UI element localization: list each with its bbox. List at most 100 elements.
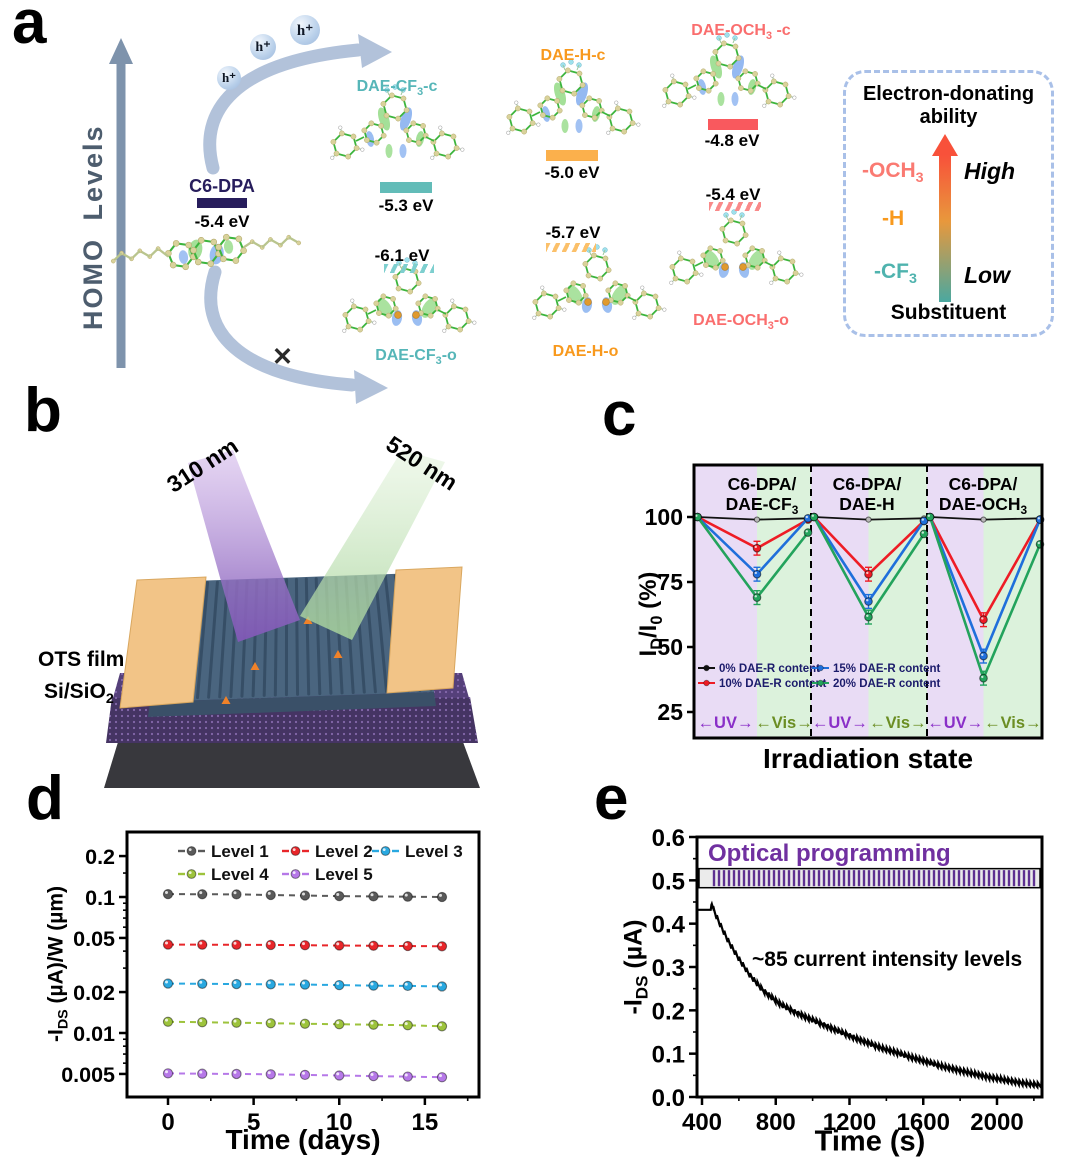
chart-d-xlabel: Time (days): [225, 1124, 381, 1155]
panel-b-label: b: [24, 376, 62, 445]
energy-hatch-dae-h-o: [546, 243, 596, 252]
svg-text:C6-DPA/: C6-DPA/: [728, 474, 797, 494]
svg-text:50: 50: [657, 634, 683, 660]
svg-text:←Vis→: ←Vis→: [869, 714, 926, 732]
svg-text:DAE-CF3​: DAE-CF3​: [726, 494, 799, 517]
blocked-ring-opening-arrow: [204, 265, 388, 404]
svg-text:0.005: 0.005: [61, 1063, 115, 1087]
molecule-label-dae-och3-o: DAE-OCH3-o: [693, 312, 789, 333]
svg-text:0: 0: [161, 1109, 174, 1136]
svg-text:0.5: 0.5: [652, 868, 685, 895]
ots-film-label: OTS film: [38, 648, 125, 671]
chart-c-xlabel: Irradiation state: [762, 743, 974, 774]
energy-bar-dae-h-c: [546, 150, 598, 161]
svg-text:1200: 1200: [823, 1109, 876, 1136]
svg-text:10: 10: [326, 1109, 353, 1136]
panel-e-label: e: [594, 764, 629, 833]
legend-item-och3: -OCH3: [862, 159, 924, 187]
energy-level-dae-och3-c: -4.8 eV: [704, 131, 760, 150]
svg-text:10% DAE-R content: 10% DAE-R content: [719, 678, 827, 690]
molecule-dae-h-c: [506, 59, 641, 135]
svg-text:←Vis→: ←Vis→: [755, 714, 812, 732]
substrate-label: Si/SiO2: [44, 680, 114, 708]
svg-text:0.01: 0.01: [73, 1022, 115, 1046]
molecule-dae-cf3-c: [330, 84, 465, 160]
molecule-label-dae-h-c: DAE-H-c: [540, 47, 606, 64]
electrode-right: [386, 566, 463, 694]
energy-bar-dae-och3-c: [708, 119, 758, 130]
legend-title-line2: ability: [919, 106, 978, 128]
energy-hatch-dae-och3-o: [709, 202, 761, 211]
svg-text:5: 5: [247, 1109, 260, 1136]
energy-level-dae-cf3-o: -6.1 eV: [374, 246, 430, 265]
molecule-label-dae-cf3-c: DAE-CF3-c: [356, 78, 438, 99]
svg-text:0.02: 0.02: [73, 981, 115, 1005]
svg-text:15% DAE-R content: 15% DAE-R content: [833, 663, 941, 675]
energy-bar-c6dpa: [197, 198, 247, 208]
legend-item-cf3: -CF3: [874, 260, 917, 288]
chart-c-ylabel: ID/I0 (%): [635, 571, 666, 657]
molecule-label-dae-cf3-o: DAE-CF3-o: [375, 347, 457, 368]
molecule-dae-och3-o: [669, 209, 804, 285]
svg-text:25: 25: [657, 699, 683, 725]
svg-text:0.2: 0.2: [652, 998, 685, 1025]
molecule-dae-cf3-o: [342, 257, 477, 333]
energy-level-dae-h-c: -5.0 eV: [544, 163, 600, 182]
svg-text:←Vis→: ←Vis→: [984, 714, 1041, 732]
device-base: [104, 742, 480, 788]
svg-text:0.1: 0.1: [85, 886, 115, 910]
energy-bar-dae-cf3-c: [380, 182, 432, 193]
svg-text:15: 15: [412, 1109, 439, 1136]
legend-high-label: High: [964, 158, 1016, 184]
svg-text:←UV→: ←UV→: [812, 714, 868, 732]
gradient-arrow-shaft: [939, 155, 951, 302]
svg-text:0% DAE-R content: 0% DAE-R content: [719, 663, 820, 675]
dae-dopant-marker: [303, 616, 313, 624]
svg-text:0.2: 0.2: [85, 845, 115, 869]
ring-closing-arrow: [203, 34, 392, 175]
svg-text:0.4: 0.4: [652, 912, 686, 939]
chart-e-ylabel: -IDS (µA): [619, 919, 652, 1015]
retention-chart: Level 1 Level 2 Level 3 Level 4 Level 5 0.2 0.…: [61, 830, 481, 1136]
svg-text:400: 400: [682, 1109, 722, 1136]
svg-text:800: 800: [756, 1109, 796, 1136]
vis-beam: [300, 450, 445, 640]
dae-dopant-marker: [333, 650, 343, 658]
svg-text:0.6: 0.6: [652, 825, 685, 852]
panel-d-label: d: [26, 764, 64, 833]
chart-d-ylabel: -IDS (µA)/W (µm): [44, 886, 72, 1042]
energy-level-c6dpa: -5.4 eV: [194, 212, 250, 231]
svg-text:100: 100: [645, 504, 683, 530]
device-schematic: [104, 450, 480, 788]
legend-footer: Substituent: [890, 301, 1007, 324]
svg-text:←UV→: ←UV→: [927, 714, 983, 732]
molecule-c6-dpa: [110, 233, 302, 271]
svg-text:DAE-OCH3​: DAE-OCH3​: [939, 494, 1028, 517]
blocked-cross-mark: ✕: [272, 343, 293, 371]
photoswitching-chart: C6-DPA/DAE-CF3​C6-DPA/DAE-HC6-DPA/DAE-OC…: [645, 463, 1045, 740]
homo-levels-diagram: [109, 32, 804, 404]
electrode-left: [119, 576, 207, 709]
energy-level-dae-och3-o: -5.4 eV: [705, 185, 761, 204]
molecule-label-c6dpa: C6-DPA: [189, 176, 255, 196]
molecule-label-dae-och3-c: DAE-OCH3 -c: [691, 22, 791, 43]
svg-text:0.3: 0.3: [652, 955, 685, 982]
dae-dopant-marker: [250, 662, 260, 670]
legend-title-line1: Electron-donating: [862, 83, 1035, 105]
homo-axis-arrow: [109, 38, 133, 368]
energy-hatch-dae-cf3-o: [384, 264, 434, 273]
substituent-legend: Electron-donating ability -OCH3 High -H …: [843, 70, 1054, 337]
homo-axis-label: HOMO Levels: [78, 124, 108, 330]
hole-symbol-1: h⁺: [217, 66, 241, 90]
energy-level-dae-cf3-c: -5.3 eV: [378, 196, 434, 215]
dae-dopant-marker: [221, 696, 231, 704]
svg-text:Level 5: Level 5: [315, 865, 373, 884]
svg-text:Level 4: Level 4: [211, 865, 269, 884]
svg-text:1600: 1600: [897, 1109, 950, 1136]
panel-c-label: c: [602, 380, 637, 449]
svg-text:2000: 2000: [970, 1109, 1023, 1136]
svg-text:0.0: 0.0: [652, 1085, 685, 1112]
hole-symbol-2: h⁺: [250, 34, 276, 60]
molecule-label-dae-h-o: DAE-H-o: [552, 343, 619, 360]
